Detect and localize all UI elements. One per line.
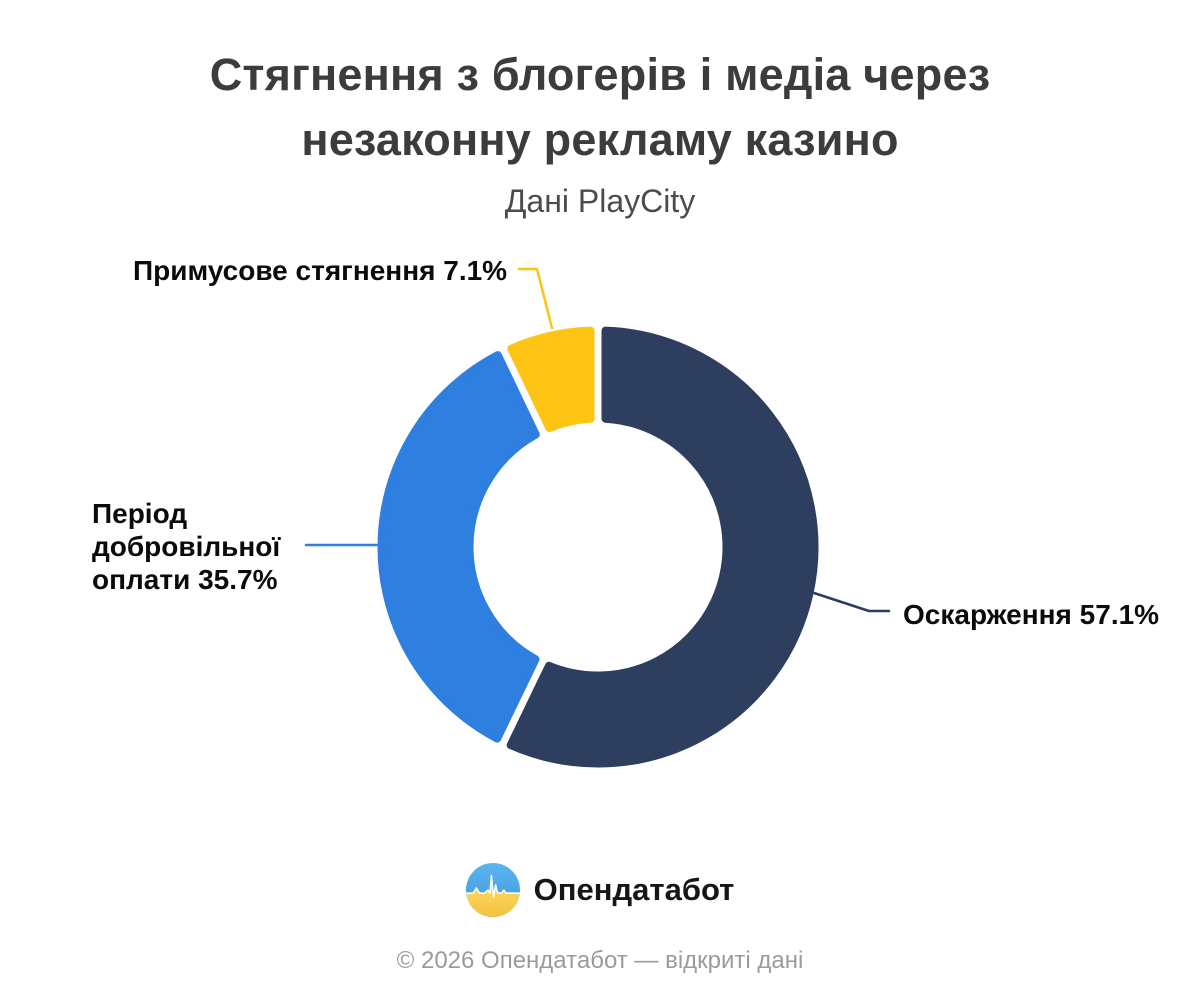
- chart-title-line-1: Стягнення з блогерів і медіа через: [209, 49, 991, 100]
- chart-header: Стягнення з блогерів і медіа через незак…: [0, 42, 1200, 221]
- donut-slice-1: [506, 326, 819, 768]
- callout-voluntary-payment: Період добровільної оплати 35.7%: [92, 498, 281, 595]
- chart-subtitle: Дані PlayCity: [504, 183, 696, 219]
- opendatabot-logo-icon: [465, 863, 520, 917]
- brand-name: Опендатабот: [533, 872, 735, 907]
- chart-title-line-2: незаконну рекламу казино: [301, 114, 899, 165]
- callout-appeals: Оскарження 57.1%: [903, 599, 1160, 630]
- brand-row: Опендатабот: [0, 863, 1200, 917]
- callout-forced-collection: Примусове стягнення 7.1%: [133, 255, 508, 286]
- copyright-text: © 2026 Опендатабот — відкриті дані: [396, 947, 804, 974]
- donut-chart: [377, 326, 819, 768]
- leader-line-forced: [517, 267, 554, 330]
- donut-slice-2: [377, 351, 540, 743]
- leader-line-appeals: [812, 591, 891, 613]
- donut-slice-3: [507, 326, 595, 433]
